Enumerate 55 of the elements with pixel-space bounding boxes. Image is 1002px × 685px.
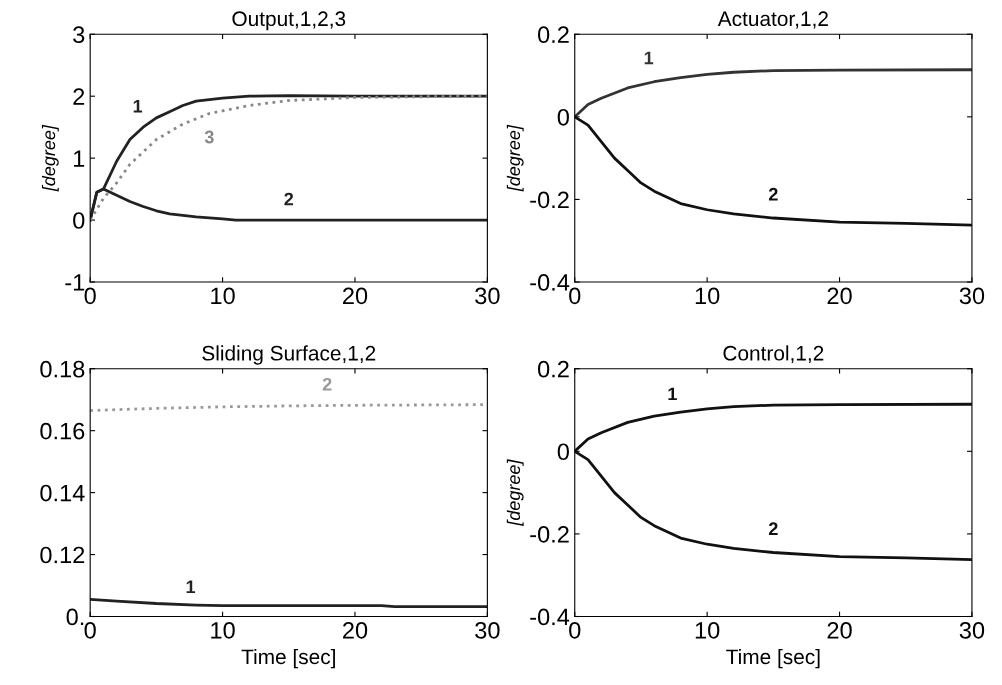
y-tick-label: -0.4 — [530, 608, 570, 626]
chart-title: Sliding Surface,1,2 — [202, 345, 376, 365]
x-tick-label: 10 — [211, 287, 235, 305]
x-tick-label: 20 — [827, 621, 852, 639]
line-series — [574, 115, 972, 227]
chart-title: Actuator,1,2 — [717, 11, 828, 29]
series-label: 1 — [186, 580, 196, 594]
line-series — [90, 598, 488, 608]
x-tick-label: 0 — [569, 621, 581, 639]
x-axis-title: Time [sec] — [241, 648, 335, 669]
x-axis-title: Time [sec] — [726, 648, 820, 669]
x-tick-label: 30 — [475, 287, 500, 305]
y-tick-label: 0 — [73, 212, 85, 229]
y-tick-label: 0.16 — [40, 422, 85, 440]
x-tick-label: 30 — [959, 287, 985, 305]
x-tick-label: 0 — [569, 287, 581, 305]
series-label: 3 — [204, 130, 214, 144]
y-tick-label: 2 — [73, 88, 85, 105]
y-tick-label: 0.12 — [40, 546, 85, 564]
y-axis-title: [degree] — [41, 124, 59, 192]
y-tick-label: 0 — [557, 443, 569, 461]
chart-title: Control,1,2 — [723, 345, 824, 364]
x-tick-label: 0 — [84, 287, 96, 305]
y-tick-label: 3 — [73, 26, 85, 44]
series-label: 1 — [644, 51, 654, 65]
series-label: 2 — [284, 192, 294, 206]
y-tick-label: 0.2 — [537, 360, 569, 378]
x-tick-label: 0 — [84, 621, 96, 639]
series-label: 2 — [322, 377, 332, 391]
x-tick-label: 30 — [959, 621, 985, 639]
x-tick-label: 10 — [695, 621, 720, 639]
y-tick-label: 0. — [66, 608, 84, 626]
y-tick-label: 0.18 — [40, 360, 85, 378]
series-label: 2 — [768, 187, 778, 201]
y-tick-label: 0 — [557, 108, 569, 126]
x-tick-label: 20 — [343, 287, 368, 305]
x-tick-label: 10 — [211, 621, 235, 639]
y-tick-label: -0.4 — [530, 274, 570, 291]
y-tick-label: -1 — [65, 274, 85, 291]
chart-title: Output,1,2,3 — [232, 11, 346, 31]
y-tick-label: 1 — [73, 150, 85, 167]
y-tick-label: 0.14 — [40, 484, 85, 502]
series-label: 2 — [768, 522, 778, 535]
x-tick-label: 20 — [827, 287, 852, 305]
x-tick-label: 10 — [695, 287, 720, 305]
x-tick-label: 30 — [475, 621, 500, 639]
y-tick-label: -0.2 — [530, 525, 569, 543]
series-label: 1 — [668, 387, 677, 401]
x-tick-label: 20 — [343, 621, 368, 639]
y-axis-title: [degree] — [506, 124, 524, 192]
line-series — [574, 68, 972, 119]
y-tick-label: 0.2 — [537, 26, 569, 44]
y-tick-label: -0.2 — [530, 191, 569, 209]
y-axis-title: [degree] — [506, 459, 524, 527]
series-label: 1 — [133, 99, 143, 113]
